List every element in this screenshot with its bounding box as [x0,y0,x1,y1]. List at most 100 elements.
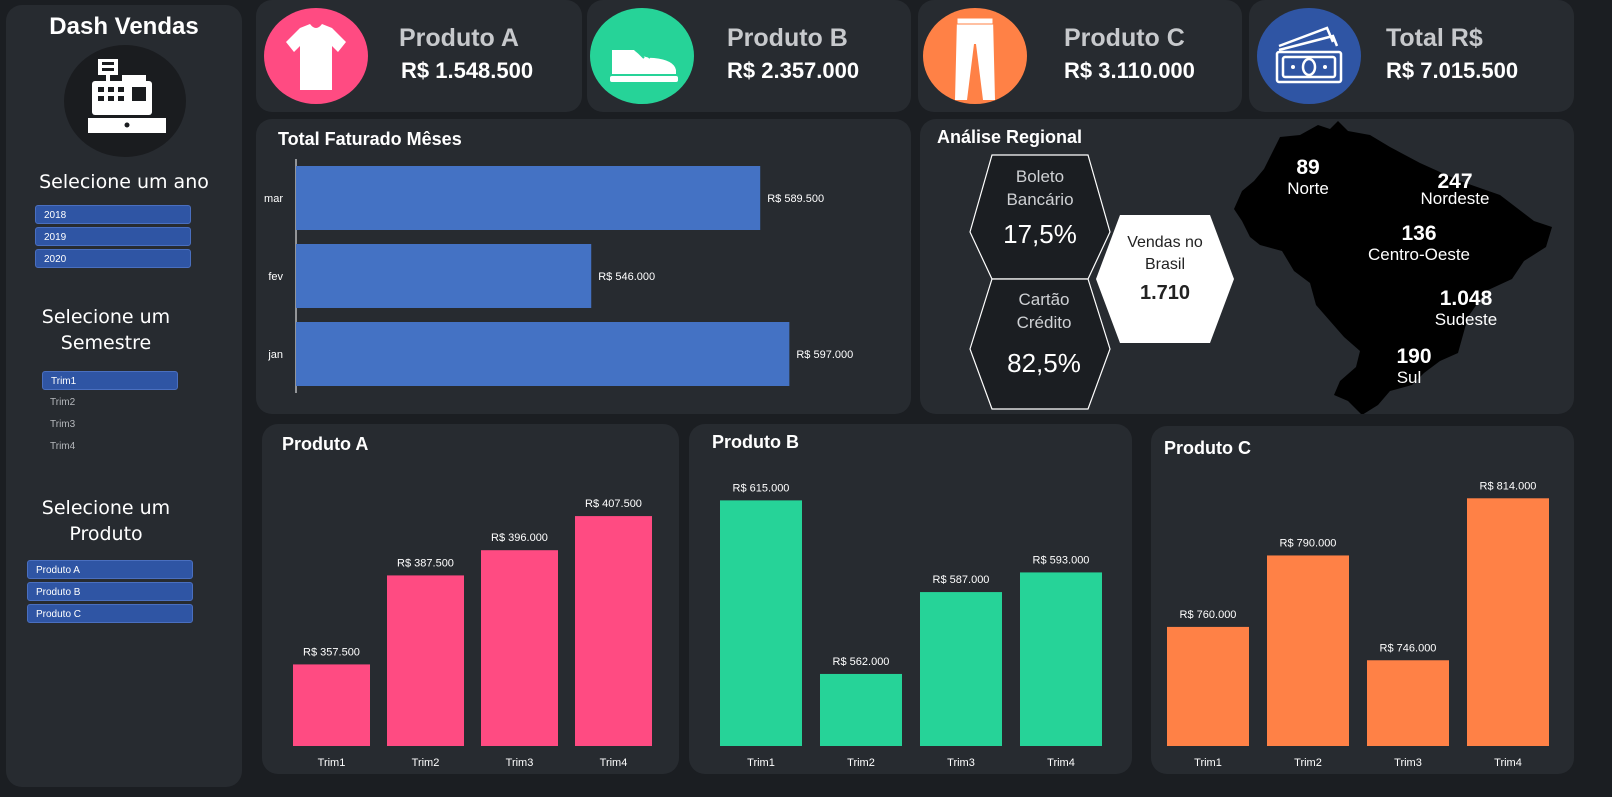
data-label-fev: R$ 546.000 [598,271,655,283]
semester-heading-line2: Semestre [60,332,152,354]
bar-trim3 [1367,660,1449,746]
product-bar-chart: R$ 357.500 Trim1 R$ 387.500 Trim2 R$ 396.000… [293,498,652,769]
t-shirt-icon [264,8,368,104]
regional-title: Análise Regional [937,127,1083,147]
regional-graphic: Boleto Bancário 17,5% Cartão Crédito 82,… [969,121,1552,414]
data-label-trim4: R$ 593.000 [1033,554,1090,566]
sidebar: Dash Vendas Selecione um ano 2018 2019 202… [6,5,242,787]
bar-trim2 [1267,555,1349,746]
bar-jan [296,322,790,386]
regional-panel: Análise Regional Boleto Bancário 17,5% C… [920,119,1574,414]
region-value-centro-oeste: 136 [1401,222,1436,245]
region-value-sudeste: 1.048 [1440,287,1493,310]
tick-label-trim1: Trim1 [318,757,346,769]
year-option-2018[interactable]: 2018 [35,205,191,224]
product-bar-chart: R$ 615.000 Trim1 R$ 562.000 Trim2 R$ 587.000… [720,482,1102,769]
cash-register-icon [64,45,186,157]
cartao-hexagon [969,278,1111,410]
boleto-label-1: Boleto [1016,167,1064,186]
produto-a-chart-panel: Produto A R$ 357.500 Trim1 R$ 387.500 Trim2… [262,424,679,774]
chart-title: Produto B [712,432,799,452]
data-label-trim4: R$ 407.500 [585,498,642,510]
card-value: R$ 7.015.500 [1386,58,1519,83]
total-label-1: Vendas no [1127,234,1203,251]
bar-trim1 [293,664,370,746]
card-name: Produto B [727,24,848,52]
bar-trim3 [920,592,1002,746]
product-heading-line1: Selecione um [41,497,171,519]
bar-trim1 [720,500,802,746]
data-label-trim1: R$ 615.000 [733,482,790,494]
data-label-trim3: R$ 587.000 [933,574,990,586]
region-value-nordeste: 247 [1437,170,1472,193]
quarter-option-trim4[interactable]: Trim4 [50,441,76,452]
year-heading: Selecione um ano [39,171,209,193]
card-name: Total R$ [1386,24,1483,52]
semester-heading: Selecione um Semestre [6,304,206,356]
tick-label-mar: mar [264,193,283,205]
card-name: Produto A [399,24,519,52]
boleto-value: 17,5% [1003,219,1077,249]
total-value: 1.710 [1140,282,1190,304]
quarter-option-trim1[interactable]: Trim1 [42,371,178,390]
chart-title: Total Faturado Mêses [278,129,462,149]
quarter-option-trim2[interactable]: Trim2 [50,397,76,408]
tick-label-trim3: Trim3 [506,757,534,769]
region-name-sudeste: Sudeste [1435,310,1497,329]
boleto-label-2: Bancário [1006,190,1073,209]
year-option-2019[interactable]: 2019 [35,227,191,246]
region-value-sul: 190 [1396,345,1431,368]
data-label-trim1: R$ 760.000 [1180,609,1237,621]
region-name-centro-oeste: Centro-Oeste [1368,245,1470,264]
tick-label-trim4: Trim4 [1494,757,1522,769]
bar-trim2 [387,575,464,746]
brazil-map [1234,121,1552,414]
chart-title: Produto A [282,434,369,454]
card-value: R$ 2.357.000 [727,58,860,83]
tick-label-trim2: Trim2 [412,757,440,769]
bar-trim4 [1020,572,1102,746]
bar-trim2 [820,673,902,746]
data-label-jan: R$ 597.000 [796,349,853,361]
year-option-2020[interactable]: 2020 [35,249,191,268]
data-label-trim3: R$ 746.000 [1380,642,1437,654]
tick-label-trim2: Trim2 [1294,757,1322,769]
tick-label-jan: jan [267,349,283,361]
product-option-b[interactable]: Produto B [27,582,193,601]
data-label-trim2: R$ 387.500 [397,557,454,569]
card-value: R$ 3.110.000 [1064,58,1195,83]
product-option-a[interactable]: Produto A [27,560,193,579]
region-value-norte: 89 [1296,156,1319,179]
tick-label-trim1: Trim1 [747,757,775,769]
card-produto-a: Produto A R$ 1.548.500 [256,0,582,112]
tick-label-fev: fev [268,271,283,283]
product-option-c[interactable]: Produto C [27,604,193,623]
monthly-bar-chart: mar R$ 589.500 fev R$ 546.000 jan R$ 597.000 [264,159,853,393]
bar-trim4 [1467,498,1549,746]
card-produto-c: Produto C R$ 3.110.000 [918,0,1242,112]
money-icon [1257,8,1361,104]
card-value: R$ 1.548.500 [401,58,534,83]
product-bar-chart: R$ 760.000 Trim1 R$ 790.000 Trim2 R$ 746.000… [1167,480,1549,769]
dashboard-title: Dash Vendas [49,13,199,40]
bar-fev [296,244,592,308]
data-label-trim1: R$ 357.500 [303,646,360,658]
total-label-2: Brasil [1145,256,1185,273]
data-label-trim3: R$ 396.000 [491,532,548,544]
cartao-label-1: Cartão [1018,290,1069,309]
quarter-option-trim3[interactable]: Trim3 [50,419,76,430]
produto-c-chart-panel: Produto C R$ 760.000 Trim1 R$ 790.000 Trim2… [1151,426,1574,774]
tick-label-trim1: Trim1 [1194,757,1222,769]
card-total: Total R$ R$ 7.015.500 [1249,0,1574,112]
data-label-mar: R$ 589.500 [767,193,824,205]
data-label-trim2: R$ 790.000 [1280,537,1337,549]
product-heading: Selecione um Produto [6,495,206,547]
region-name-norte: Norte [1287,179,1329,198]
shoe-icon [590,8,694,104]
semester-heading-line1: Selecione um [41,306,171,328]
tick-label-trim3: Trim3 [1394,757,1422,769]
tick-label-trim4: Trim4 [600,757,628,769]
bar-mar [296,166,761,230]
data-label-trim4: R$ 814.000 [1480,480,1537,492]
produto-b-chart-panel: Produto B R$ 615.000 Trim1 R$ 562.000 Trim2… [689,424,1132,774]
